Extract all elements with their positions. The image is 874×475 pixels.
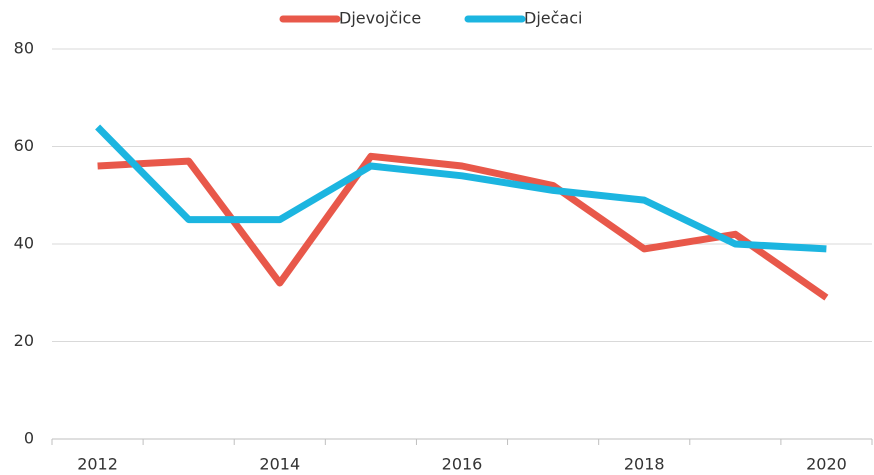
x-tick-label: 2020 [806,455,847,474]
x-tick-label: 2012 [77,455,118,474]
y-tick-label: 60 [14,136,34,155]
line-series [97,152,829,301]
y-tick-label: 40 [14,234,34,253]
legend-label: Dječaci [524,9,582,28]
legend-label: Djevojčice [339,9,421,28]
x-tick-label: 2016 [442,455,483,474]
x-tick-label: 2018 [624,455,665,474]
line-series [95,124,827,253]
y-tick-label: 80 [14,39,34,58]
x-tick-label: 2014 [259,455,300,474]
y-tick-label: 0 [24,429,34,448]
y-tick-label: 20 [14,331,34,350]
